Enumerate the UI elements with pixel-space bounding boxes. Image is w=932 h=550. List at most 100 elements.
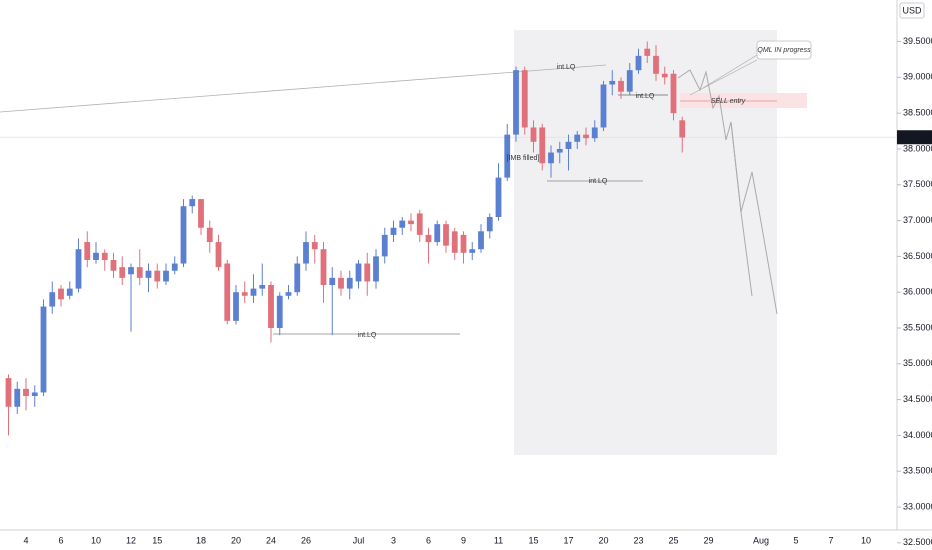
- candle-body: [154, 270, 161, 282]
- candle-body: [329, 277, 336, 286]
- candle-body: [679, 120, 686, 138]
- candle-body: [618, 80, 624, 92]
- candle-body: [486, 216, 493, 232]
- candle-body: [390, 227, 397, 235]
- current-price-label: 38.16350: [900, 132, 932, 142]
- candle-body: [93, 252, 99, 260]
- y-tick-label: 38.00000: [903, 143, 932, 153]
- y-tick-label: 38.50000: [903, 108, 932, 118]
- x-tick-label: 7: [828, 535, 833, 545]
- candle-body: [58, 288, 64, 300]
- candle-body: [600, 84, 607, 128]
- candle-body: [513, 70, 519, 135]
- candle-body: [451, 231, 458, 253]
- candle-body: [338, 277, 344, 289]
- candle-body: [285, 292, 292, 296]
- y-tick-label: 36.50000: [903, 251, 932, 261]
- x-tick-label: 10: [861, 535, 871, 545]
- x-tick-label: 20: [598, 535, 608, 545]
- candle-body: [84, 242, 91, 260]
- candle-body: [5, 378, 12, 407]
- callout-line: [702, 54, 758, 89]
- x-tick-label: 29: [703, 535, 713, 545]
- candle-body: [198, 199, 204, 228]
- candle-body: [556, 148, 563, 153]
- candle-body: [276, 295, 283, 328]
- candle-body: [346, 277, 353, 289]
- candle-body: [215, 242, 222, 268]
- candle-body: [259, 285, 266, 289]
- candle-body: [408, 220, 414, 225]
- y-tick-label: 39.50000: [903, 36, 932, 46]
- candle-body: [425, 234, 432, 243]
- candle-body: [504, 134, 511, 178]
- x-tick-label: 24: [266, 535, 276, 545]
- y-tick-label: 36.00000: [903, 287, 932, 297]
- y-tick-label: 34.00000: [903, 430, 932, 440]
- trend-line: [0, 64, 607, 113]
- price-axis: [897, 0, 932, 550]
- candle-body: [294, 263, 301, 293]
- callout-line: [689, 59, 758, 96]
- x-tick-label: 12: [126, 535, 136, 545]
- candle-body: [66, 288, 73, 296]
- x-tick-label: 9: [461, 535, 466, 545]
- candle-body: [119, 267, 126, 278]
- y-tick-label: 37.50000: [903, 179, 932, 189]
- candle-body: [591, 127, 598, 139]
- sell-zone: [680, 93, 807, 108]
- candle-body: [469, 249, 476, 253]
- y-tick-label: 37.00000: [903, 215, 932, 225]
- y-tick-label: 33.50000: [903, 466, 932, 476]
- candle-body: [14, 388, 21, 407]
- candle-body: [416, 213, 423, 235]
- candle-body: [128, 267, 134, 275]
- overlay: 38.16350 int.LQ int.LQ int.LQ int.LQ [IMB fil…: [358, 47, 932, 339]
- candle-body: [495, 177, 502, 217]
- currency-box: [899, 2, 925, 19]
- candle-body: [136, 267, 143, 278]
- annotation: SELL entry: [711, 98, 746, 105]
- y-tick-label: 33.00000: [903, 501, 932, 511]
- candle-body: [399, 220, 406, 228]
- candle-body: [565, 141, 572, 149]
- candle-body: [521, 70, 528, 128]
- annotation: int.LQ: [636, 93, 655, 100]
- candle-body: [75, 249, 82, 289]
- y-tick-label: 34.50000: [903, 394, 932, 404]
- x-tick-label: 17: [563, 535, 573, 545]
- x-tick-label: 3: [391, 535, 396, 545]
- candle-body: [460, 234, 467, 253]
- candle-body: [530, 127, 537, 142]
- annotation: QML IN progress: [757, 47, 811, 54]
- x-tick-label: Jul: [353, 535, 365, 545]
- projection-path: [730, 121, 753, 297]
- y-tick-label: 32.50000: [903, 537, 932, 547]
- y-tick-label: 35.50000: [903, 322, 932, 332]
- x-tick-label: 15: [152, 535, 162, 545]
- candle-body: [443, 224, 449, 246]
- candle-body: [110, 259, 117, 271]
- y-tick-label: 35.00000: [903, 358, 932, 368]
- candle-body: [609, 80, 616, 85]
- candle-body: [434, 224, 441, 243]
- candle-body: [31, 392, 38, 397]
- candle-body: [171, 263, 178, 271]
- candles: [5, 41, 686, 436]
- projection-path: [677, 69, 778, 315]
- candle-body: [163, 270, 169, 282]
- x-tick-label: 5: [793, 535, 798, 545]
- candle-body: [224, 263, 231, 321]
- candle-body: [373, 256, 379, 282]
- annotation: int.LQ: [358, 332, 377, 339]
- candle-body: [101, 252, 108, 260]
- candle-body: [241, 292, 248, 296]
- annotation: int.LQ: [589, 178, 608, 185]
- candle-body: [189, 199, 196, 207]
- candle-body: [626, 70, 633, 92]
- candle-body: [539, 127, 546, 164]
- annotation: int.LQ: [557, 64, 576, 71]
- x-tick-label: 6: [426, 535, 431, 545]
- x-tick-label: 26: [301, 535, 311, 545]
